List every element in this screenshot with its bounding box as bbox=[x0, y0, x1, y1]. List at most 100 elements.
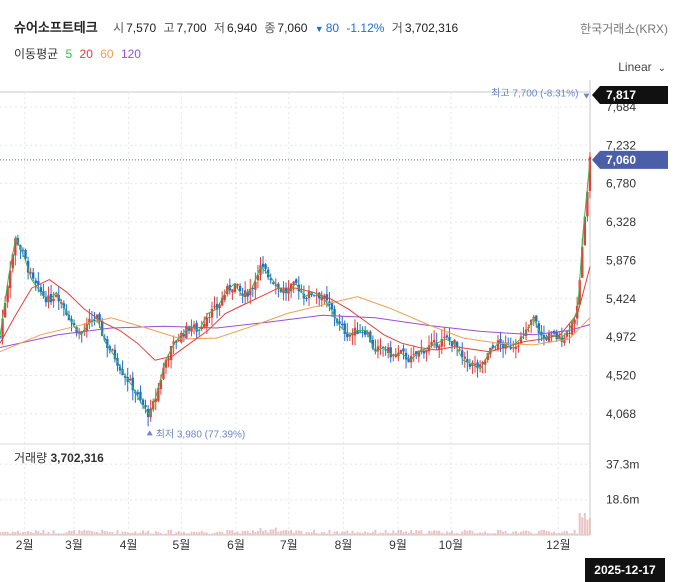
candle-body bbox=[496, 340, 500, 350]
candle-body bbox=[491, 345, 495, 349]
volume-bar bbox=[313, 529, 316, 535]
candle-body bbox=[463, 356, 466, 359]
volume-bar bbox=[152, 533, 155, 535]
open-value: 7,570 bbox=[126, 21, 157, 35]
candle-body bbox=[3, 303, 7, 318]
volume-bar bbox=[468, 530, 471, 535]
volume-bar bbox=[205, 532, 208, 535]
volume-bar bbox=[297, 530, 300, 535]
candle-body bbox=[586, 191, 589, 217]
top-price-label: 7,817 bbox=[606, 88, 636, 102]
volume-bar bbox=[532, 533, 535, 535]
candle-body bbox=[172, 341, 175, 345]
candle-body bbox=[578, 280, 581, 305]
high-value: 7,700 bbox=[176, 21, 207, 35]
candle-body bbox=[476, 362, 479, 369]
volume-bar bbox=[96, 531, 99, 535]
volume-bar bbox=[308, 532, 311, 535]
ma-legend: 이동평균 5 20 60 120 bbox=[14, 45, 145, 62]
volume-bar bbox=[530, 532, 533, 535]
candle-body bbox=[478, 364, 482, 367]
volume-bar bbox=[479, 532, 482, 535]
volume-bar bbox=[187, 533, 190, 535]
candle-body bbox=[220, 297, 224, 306]
volume-bar bbox=[32, 532, 35, 535]
candle-body bbox=[392, 354, 395, 356]
volume-bar bbox=[583, 512, 586, 535]
volume-bar bbox=[6, 531, 9, 535]
volume-value: 3,702,316 bbox=[404, 21, 459, 35]
volume-bar bbox=[346, 530, 349, 535]
volume-bar bbox=[182, 531, 185, 535]
scale-selector-label: Linear bbox=[618, 60, 652, 74]
price-tick-label: 5,876 bbox=[606, 253, 636, 267]
candle-body bbox=[417, 350, 421, 357]
volume-bar bbox=[553, 531, 556, 535]
volume-bar bbox=[208, 533, 211, 535]
candle-body bbox=[233, 283, 237, 292]
candle-body bbox=[448, 337, 451, 341]
volume-bar bbox=[525, 530, 528, 535]
volume-bar bbox=[203, 532, 206, 535]
candle-body bbox=[80, 331, 83, 334]
volume-bar bbox=[157, 531, 160, 535]
candle-body bbox=[558, 335, 561, 340]
volume-bar bbox=[111, 531, 114, 535]
volume-bar bbox=[522, 530, 525, 535]
candle-body bbox=[29, 272, 32, 274]
ma20-line bbox=[0, 266, 591, 361]
volume-tick-label: 37.3m bbox=[606, 457, 639, 471]
ma-legend-20[interactable]: 20 bbox=[79, 47, 93, 61]
candle-body bbox=[208, 317, 211, 319]
candle-body bbox=[358, 331, 362, 333]
time-tick-label: 12월 bbox=[546, 538, 570, 552]
candle-body bbox=[435, 342, 438, 348]
top-price-label-bg bbox=[592, 86, 668, 104]
volume-bar bbox=[246, 530, 249, 535]
volume-bar bbox=[129, 532, 132, 535]
candle-body bbox=[113, 349, 117, 360]
volume-bar bbox=[131, 532, 134, 535]
candle-body bbox=[238, 285, 242, 292]
scale-selector[interactable]: Linear ⌄ bbox=[618, 60, 666, 74]
volume-bar bbox=[466, 530, 469, 535]
volume-bar bbox=[399, 530, 402, 535]
candle-body bbox=[279, 288, 283, 292]
candle-body bbox=[346, 332, 349, 338]
candle-body bbox=[118, 366, 122, 371]
volume-bar bbox=[0, 532, 1, 535]
volume-bar bbox=[154, 531, 157, 535]
volume-bar bbox=[42, 529, 45, 535]
volume-bar bbox=[60, 533, 63, 535]
volume-bar bbox=[359, 532, 362, 535]
ma120-line bbox=[0, 314, 591, 348]
ma-legend-5[interactable]: 5 bbox=[65, 47, 73, 61]
volume-bar bbox=[83, 529, 86, 535]
volume-bar bbox=[98, 533, 101, 535]
candle-body bbox=[272, 282, 275, 284]
volume-bar bbox=[402, 531, 405, 535]
volume-bar bbox=[93, 532, 96, 535]
volume-bar bbox=[73, 530, 76, 535]
candle-body bbox=[129, 378, 132, 381]
candle-body bbox=[486, 353, 489, 360]
candle-body bbox=[338, 321, 341, 324]
change-percent: -1.12% bbox=[346, 21, 385, 35]
volume-bar bbox=[142, 530, 145, 535]
volume-bar bbox=[576, 533, 579, 535]
volume-bar bbox=[364, 531, 367, 535]
ma-legend-120[interactable]: 120 bbox=[120, 47, 141, 61]
volume-bar bbox=[164, 533, 167, 535]
volume-bar bbox=[103, 531, 106, 535]
ma-legend-60[interactable]: 60 bbox=[100, 47, 114, 61]
candle-body bbox=[106, 339, 109, 349]
volume-bar bbox=[19, 532, 22, 535]
high-label: 고 bbox=[163, 21, 175, 35]
volume-bar bbox=[282, 530, 285, 535]
candle-body bbox=[231, 289, 234, 293]
candle-body bbox=[164, 359, 168, 368]
volume-bar bbox=[14, 532, 17, 535]
volume-bar bbox=[144, 532, 147, 535]
candle-body bbox=[136, 392, 140, 395]
